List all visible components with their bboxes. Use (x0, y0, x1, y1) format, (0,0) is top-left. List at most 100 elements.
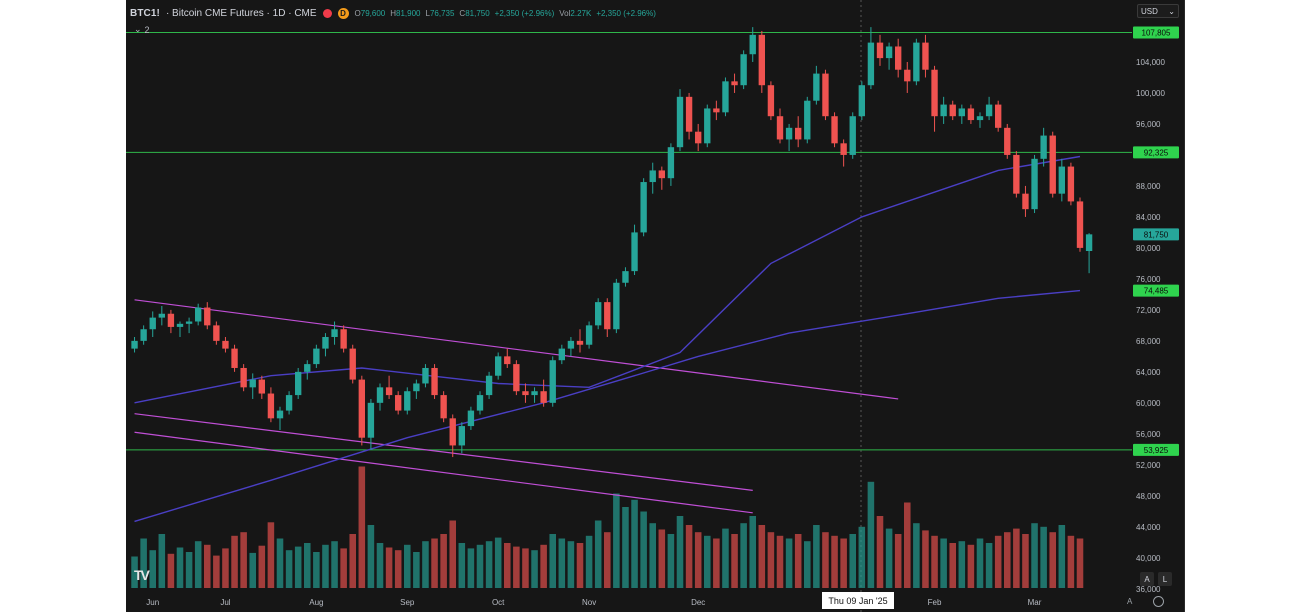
y-tick-label: 60,000 (1136, 399, 1161, 408)
volume-bar (1058, 525, 1066, 588)
candle-body (540, 391, 547, 403)
volume-value: 2.27K (570, 8, 592, 18)
candle-body (1049, 135, 1056, 194)
volume-bar (549, 534, 556, 588)
volume-bar (149, 550, 156, 588)
symbol-name[interactable]: BTC1! (130, 7, 160, 19)
volume-bar (276, 538, 284, 588)
x-tick-label: Sep (400, 598, 415, 607)
candle-body (904, 69, 911, 82)
volume-bar (249, 552, 256, 588)
volume-bar (322, 544, 329, 588)
candle-body (595, 302, 602, 326)
candle-body (367, 402, 375, 438)
y-tick-label: 72,000 (1136, 306, 1161, 315)
volume-bar (885, 528, 893, 588)
volume-bar (176, 547, 184, 588)
volume-bar (485, 541, 493, 588)
candle-body (685, 96, 693, 132)
candle-body (940, 104, 947, 117)
candle-body (695, 131, 702, 144)
candle-body (195, 307, 202, 322)
volume-bar (267, 522, 275, 588)
y-tick-label: 56,000 (1136, 430, 1161, 439)
log-scale-button[interactable]: L (1158, 572, 1172, 586)
volume-bar (385, 547, 393, 588)
volume-bar (467, 548, 475, 588)
chevron-down-icon: ⌄ (134, 24, 142, 34)
chart-header: BTC1! · Bitcoin CME Futures · 1D · CME D… (130, 5, 656, 21)
channel-trendline (134, 431, 753, 514)
volume-bar (1013, 528, 1020, 588)
candle-body (740, 54, 747, 86)
auto-scale-icon[interactable]: A (1127, 597, 1133, 606)
candle-body (913, 42, 920, 82)
volume-bar (831, 535, 838, 588)
volume-bar (804, 541, 811, 588)
volume-bar (867, 481, 875, 588)
volume-bar (949, 543, 956, 588)
volume-bar (513, 546, 520, 588)
moving-average-fast (134, 155, 1081, 404)
volume-bar (958, 541, 966, 588)
candle-body (676, 96, 684, 148)
volume-bar (531, 550, 538, 588)
volume-bar (849, 534, 856, 588)
candle-body (431, 367, 438, 396)
candle-body (240, 367, 247, 388)
volume-bar (476, 544, 484, 588)
candle-body (149, 317, 156, 330)
volume-bar (194, 541, 202, 588)
candle-body (249, 379, 256, 388)
volume-bar (722, 528, 729, 588)
candle-body (1022, 193, 1029, 210)
candle-body (813, 73, 820, 101)
y-tick-label: 48,000 (1136, 492, 1161, 501)
volume-bar (876, 516, 884, 588)
volume-bar (240, 532, 247, 588)
candle-body (885, 46, 893, 59)
volume-bar (376, 543, 384, 588)
volume-bar (904, 502, 911, 588)
y-tick-label: 76,000 (1136, 275, 1161, 284)
volume-bar (994, 535, 1002, 588)
volume-bar (649, 523, 656, 588)
x-tick-label: Feb (928, 598, 942, 607)
price-chart[interactable]: 104,000 100,000 96,000 88,000 84,000 80,000 76… (126, 0, 1184, 612)
candle-body (895, 46, 902, 70)
candle-body (1085, 234, 1093, 251)
volume-bar (331, 541, 338, 588)
level-price-tag-bg (1133, 146, 1179, 159)
currency-selector[interactable]: USD ⌄ (1137, 4, 1179, 18)
gear-icon[interactable] (1153, 596, 1164, 607)
y-tick-label: 52,000 (1136, 461, 1161, 470)
volume-bar (594, 520, 602, 588)
last-price-tag: 81,750 (1144, 230, 1169, 239)
chevron-down-icon: ⌄ (1168, 6, 1175, 16)
channel-trendline (134, 413, 753, 491)
volume-bar (776, 535, 784, 588)
volume-bar (785, 538, 793, 588)
candle-body (749, 34, 756, 55)
indicator-count: 2 (144, 24, 150, 35)
volume-bar (213, 555, 220, 588)
volume-bar (931, 535, 938, 588)
indicator-toggle[interactable]: ⌄ 2 (134, 24, 150, 35)
volume-bar (658, 529, 666, 588)
candle-body (476, 395, 484, 411)
candle-body (758, 34, 765, 86)
moving-average-slow (134, 289, 1081, 523)
volume-bar (358, 466, 366, 588)
auto-scale-button[interactable]: A (1140, 572, 1154, 586)
candle-body (1031, 158, 1038, 210)
volume-bar (967, 544, 975, 588)
candle-body (785, 127, 793, 140)
candle-body (531, 391, 538, 396)
symbol-description: · Bitcoin CME Futures · 1D · CME (165, 7, 317, 19)
volume-bar (222, 548, 229, 588)
candle-body (467, 410, 475, 427)
candle-body (558, 348, 565, 361)
y-tick-label: 36,000 (1136, 585, 1161, 594)
volume-bar (167, 553, 175, 588)
candle-body (485, 375, 493, 396)
